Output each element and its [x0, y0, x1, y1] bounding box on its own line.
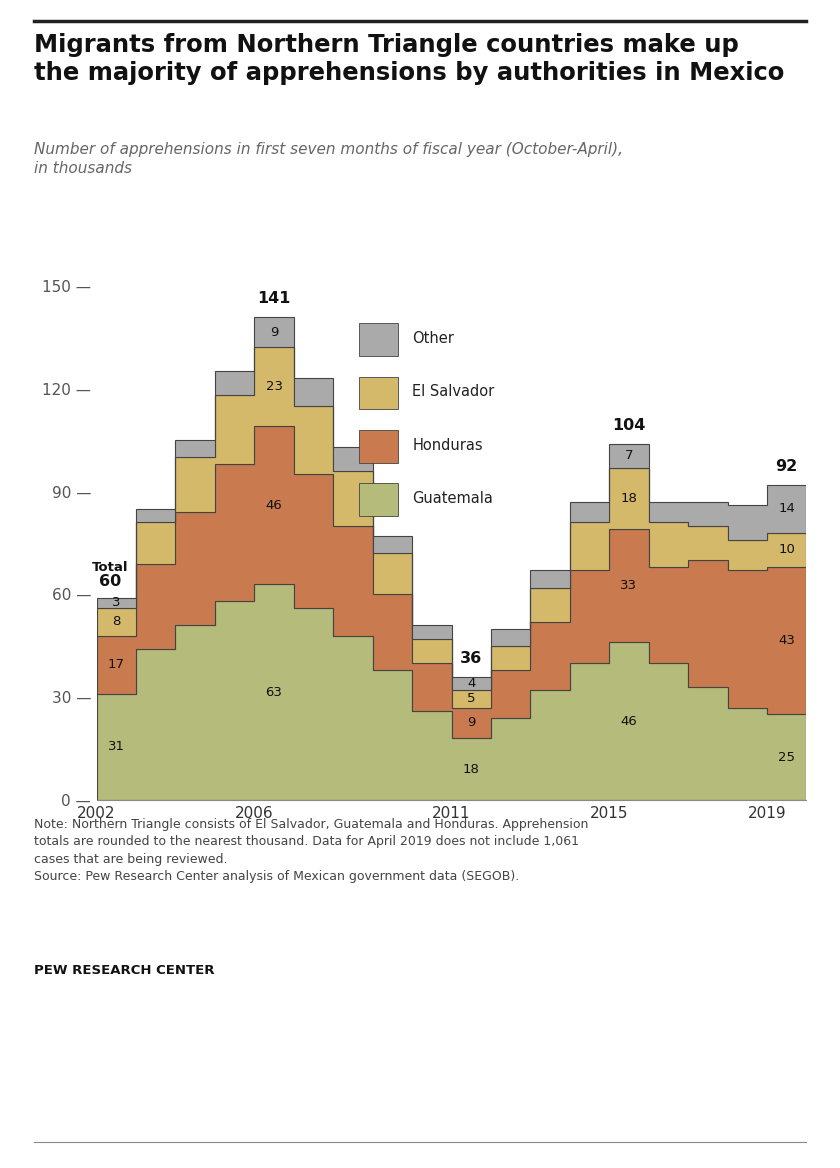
Text: 4: 4: [467, 677, 475, 690]
Bar: [360, 376, 398, 410]
Bar: [360, 482, 398, 516]
Text: 43: 43: [778, 634, 795, 647]
Text: 18: 18: [463, 763, 480, 776]
Text: 60: 60: [99, 575, 122, 589]
Text: Number of apprehensions in first seven months of fiscal year (October-April),
in: Number of apprehensions in first seven m…: [34, 142, 622, 176]
Text: Total: Total: [92, 561, 129, 573]
Text: Guatemala: Guatemala: [412, 491, 493, 506]
Text: 23: 23: [265, 381, 282, 394]
Text: Honduras: Honduras: [412, 438, 483, 452]
Text: 46: 46: [265, 499, 282, 512]
Text: 3: 3: [112, 597, 121, 610]
Text: 8: 8: [112, 616, 120, 628]
Text: 25: 25: [778, 751, 795, 764]
Text: 7: 7: [625, 449, 633, 463]
Text: 17: 17: [108, 658, 125, 672]
Text: Migrants from Northern Triangle countries make up
the majority of apprehensions : Migrants from Northern Triangle countrie…: [34, 33, 784, 85]
Text: 141: 141: [257, 291, 291, 306]
Text: 33: 33: [621, 579, 638, 592]
Text: 14: 14: [778, 502, 795, 515]
Bar: [360, 430, 398, 463]
Text: 92: 92: [775, 459, 798, 474]
Text: Note: Northern Triangle consists of El Salvador, Guatemala and Honduras. Apprehe: Note: Northern Triangle consists of El S…: [34, 818, 588, 883]
Text: 63: 63: [265, 686, 282, 698]
Text: PEW RESEARCH CENTER: PEW RESEARCH CENTER: [34, 964, 214, 976]
Text: 36: 36: [460, 652, 482, 667]
Text: 18: 18: [621, 492, 638, 505]
Text: 5: 5: [467, 693, 475, 705]
Text: Other: Other: [412, 332, 454, 346]
Text: 9: 9: [270, 326, 278, 339]
Bar: [360, 324, 398, 356]
Text: 46: 46: [621, 715, 638, 728]
Text: El Salvador: El Salvador: [412, 384, 495, 399]
Text: 31: 31: [108, 741, 125, 753]
Text: 104: 104: [612, 418, 646, 433]
Text: 10: 10: [778, 543, 795, 556]
Text: 9: 9: [467, 716, 475, 730]
